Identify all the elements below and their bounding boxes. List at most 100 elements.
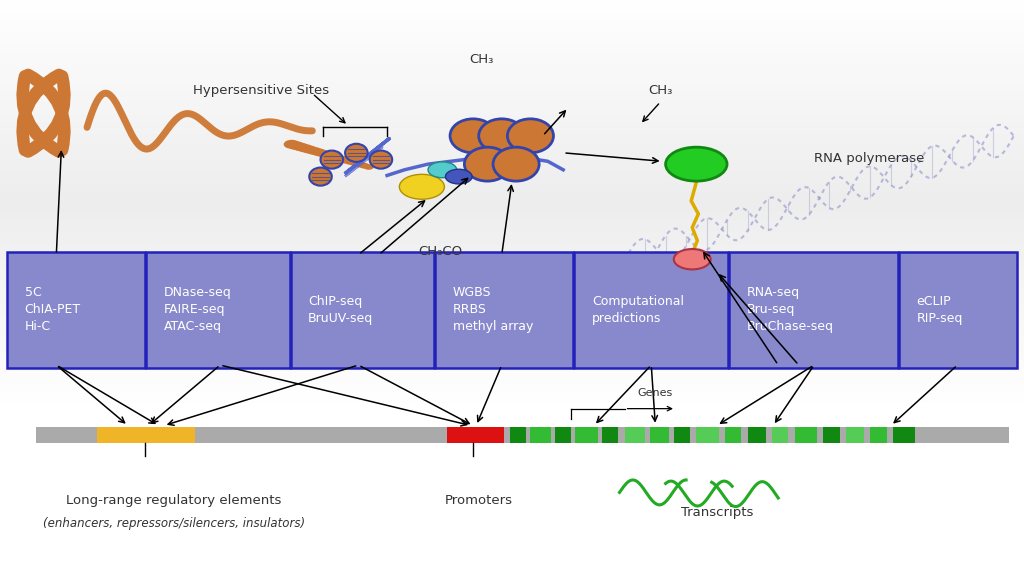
Bar — [870, 427, 887, 443]
FancyBboxPatch shape — [729, 252, 898, 368]
Bar — [772, 427, 788, 443]
Text: RNA-seq
Bru-seq
BruChase-seq: RNA-seq Bru-seq BruChase-seq — [746, 286, 834, 333]
Bar — [0, 49, 1024, 53]
Text: (enhancers, repressors/silencers, insulators): (enhancers, repressors/silencers, insula… — [43, 517, 305, 530]
Circle shape — [312, 148, 326, 156]
Bar — [0, 285, 1024, 289]
Bar — [0, 85, 1024, 89]
FancyArrowPatch shape — [28, 76, 65, 152]
Text: 5C
ChIA-PET
Hi-C: 5C ChIA-PET Hi-C — [25, 286, 81, 333]
Bar — [0, 359, 1024, 363]
Circle shape — [335, 156, 348, 162]
Bar — [0, 179, 1024, 183]
Bar — [0, 82, 1024, 85]
Bar — [0, 322, 1024, 326]
Text: Long-range regulatory elements: Long-range regulatory elements — [67, 495, 282, 507]
Bar — [0, 126, 1024, 130]
Bar — [0, 241, 1024, 245]
Bar — [0, 212, 1024, 216]
FancyBboxPatch shape — [291, 252, 434, 368]
Circle shape — [316, 150, 331, 157]
Bar — [0, 28, 1024, 33]
Bar — [0, 45, 1024, 49]
Bar — [795, 427, 817, 443]
Bar — [0, 220, 1024, 224]
FancyArrowPatch shape — [28, 75, 65, 150]
Bar — [0, 224, 1024, 228]
Bar — [696, 427, 719, 443]
Bar — [0, 183, 1024, 187]
FancyBboxPatch shape — [7, 252, 145, 368]
Bar — [0, 118, 1024, 122]
Bar — [0, 204, 1024, 208]
Bar — [0, 208, 1024, 212]
Bar — [0, 298, 1024, 302]
FancyBboxPatch shape — [574, 252, 728, 368]
Bar — [0, 277, 1024, 281]
Bar — [0, 147, 1024, 151]
Bar — [0, 342, 1024, 346]
Text: ChIP-seq
BruUV-seq: ChIP-seq BruUV-seq — [308, 295, 374, 325]
FancyBboxPatch shape — [435, 252, 573, 368]
Bar — [0, 404, 1024, 408]
Circle shape — [358, 162, 370, 169]
Bar — [0, 310, 1024, 314]
Bar — [0, 387, 1024, 391]
Text: WGBS
RRBS
methyl array: WGBS RRBS methyl array — [453, 286, 532, 333]
Bar — [0, 306, 1024, 310]
Circle shape — [293, 143, 308, 151]
FancyArrowPatch shape — [23, 75, 59, 150]
Text: Promoters: Promoters — [445, 495, 513, 507]
Bar — [0, 89, 1024, 94]
Bar — [0, 33, 1024, 37]
Ellipse shape — [508, 119, 553, 153]
Bar — [0, 395, 1024, 400]
Circle shape — [331, 154, 343, 161]
Bar — [0, 16, 1024, 20]
Text: CH₃CO: CH₃CO — [418, 246, 463, 258]
Bar — [0, 114, 1024, 118]
Bar — [0, 391, 1024, 395]
Bar — [0, 4, 1024, 8]
Bar — [0, 371, 1024, 375]
Bar — [0, 293, 1024, 298]
Bar — [602, 427, 618, 443]
Circle shape — [322, 151, 335, 158]
Bar — [0, 326, 1024, 330]
Circle shape — [307, 147, 322, 155]
Bar — [0, 98, 1024, 102]
Circle shape — [674, 249, 711, 269]
Ellipse shape — [309, 168, 332, 186]
Bar — [0, 216, 1024, 220]
Bar — [0, 261, 1024, 265]
Circle shape — [284, 140, 300, 149]
Bar — [0, 171, 1024, 175]
Bar — [650, 427, 669, 443]
Bar — [0, 232, 1024, 237]
Ellipse shape — [451, 119, 497, 153]
Ellipse shape — [345, 144, 368, 162]
Bar — [0, 65, 1024, 69]
Circle shape — [289, 142, 304, 150]
Bar — [0, 151, 1024, 155]
Ellipse shape — [464, 147, 510, 181]
Text: Transcripts: Transcripts — [681, 506, 753, 518]
Bar — [823, 427, 840, 443]
Bar — [0, 20, 1024, 24]
Text: Genes: Genes — [637, 388, 672, 398]
Bar — [447, 427, 504, 443]
Bar — [0, 61, 1024, 65]
Bar — [0, 375, 1024, 379]
Bar — [530, 427, 551, 443]
Text: RNA polymerase: RNA polymerase — [814, 152, 925, 165]
Bar — [0, 383, 1024, 387]
Bar — [0, 24, 1024, 28]
Bar — [0, 302, 1024, 306]
Circle shape — [302, 145, 317, 154]
Bar — [575, 427, 598, 443]
Bar — [0, 102, 1024, 106]
Bar — [0, 196, 1024, 200]
Ellipse shape — [494, 147, 539, 181]
Bar — [0, 281, 1024, 285]
Bar — [0, 228, 1024, 232]
